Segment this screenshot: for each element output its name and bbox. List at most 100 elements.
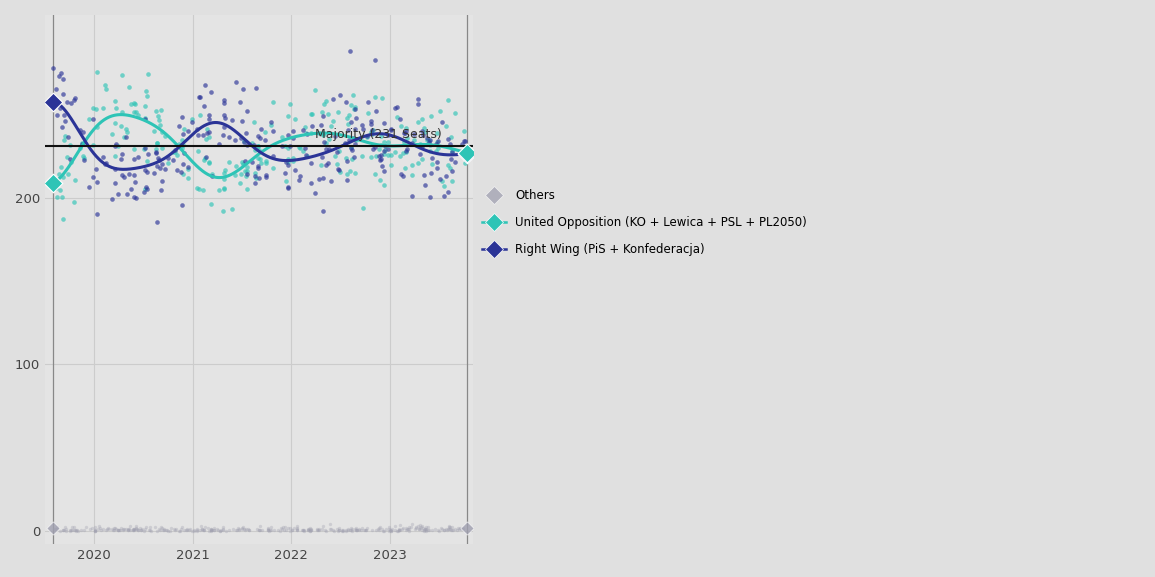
- Point: [338, 157, 357, 166]
- Point: [135, 143, 154, 152]
- Point: [128, 526, 147, 535]
- Point: [65, 523, 83, 532]
- Point: [136, 524, 155, 534]
- Point: [386, 103, 404, 113]
- Point: [191, 526, 209, 535]
- Point: [59, 169, 77, 178]
- Point: [209, 140, 228, 149]
- Point: [70, 143, 89, 152]
- Point: [193, 524, 211, 534]
- Point: [283, 156, 301, 166]
- Point: [315, 137, 334, 147]
- Point: [346, 526, 365, 535]
- Point: [256, 127, 275, 136]
- Point: [297, 151, 315, 160]
- Point: [147, 148, 165, 157]
- Point: [73, 138, 91, 148]
- Point: [150, 525, 169, 534]
- Point: [148, 161, 166, 170]
- Point: [182, 526, 201, 535]
- Point: [352, 523, 371, 533]
- Point: [323, 95, 342, 104]
- Point: [96, 159, 114, 168]
- Point: [318, 160, 336, 170]
- Point: [239, 524, 258, 534]
- Point: [137, 522, 156, 531]
- Point: [371, 175, 389, 185]
- Point: [53, 122, 72, 131]
- Point: [382, 526, 401, 535]
- Point: [237, 166, 255, 175]
- Point: [273, 141, 291, 150]
- Point: [105, 118, 124, 128]
- Point: [382, 160, 401, 170]
- Point: [362, 117, 380, 126]
- Point: [316, 144, 335, 153]
- Point: [343, 524, 362, 534]
- Point: [297, 129, 315, 138]
- Point: [343, 145, 362, 154]
- Point: [152, 186, 171, 195]
- Point: [215, 185, 233, 194]
- Point: [125, 154, 143, 163]
- Point: [398, 133, 417, 143]
- Point: [397, 127, 416, 136]
- Point: [201, 525, 219, 534]
- Point: [348, 525, 366, 534]
- Point: [338, 169, 357, 178]
- Point: [161, 526, 179, 535]
- Point: [44, 524, 62, 533]
- Point: [363, 125, 381, 134]
- Point: [114, 173, 133, 182]
- Point: [457, 149, 476, 158]
- Point: [442, 148, 461, 157]
- Point: [427, 147, 446, 156]
- Point: [155, 524, 173, 534]
- Point: [216, 113, 234, 122]
- Point: [96, 80, 114, 89]
- Point: [342, 142, 360, 151]
- Point: [363, 130, 381, 139]
- Point: [224, 524, 243, 533]
- Point: [269, 525, 288, 534]
- Point: [159, 154, 178, 163]
- Point: [352, 525, 371, 534]
- Point: [343, 154, 362, 163]
- Point: [427, 163, 446, 172]
- Point: [192, 521, 210, 530]
- Point: [256, 135, 275, 144]
- Point: [103, 195, 121, 204]
- Point: [413, 141, 432, 151]
- Point: [276, 157, 295, 166]
- Point: [57, 117, 75, 126]
- Point: [215, 110, 233, 119]
- Point: [259, 524, 277, 534]
- Point: [182, 117, 201, 126]
- Point: [89, 524, 107, 533]
- Point: [178, 525, 196, 534]
- Point: [344, 133, 363, 143]
- Point: [420, 147, 439, 156]
- Point: [179, 162, 198, 171]
- Point: [90, 522, 109, 531]
- Point: [173, 143, 192, 152]
- Point: [198, 153, 216, 162]
- Point: [341, 526, 359, 535]
- Point: [225, 135, 244, 144]
- Point: [57, 524, 75, 534]
- Point: [154, 159, 172, 168]
- Point: [380, 524, 398, 533]
- Point: [381, 151, 400, 160]
- Point: [119, 526, 137, 535]
- Point: [125, 170, 143, 179]
- Point: [417, 526, 435, 535]
- Point: [367, 107, 386, 116]
- Point: [54, 136, 73, 145]
- Point: [47, 183, 66, 193]
- Point: [58, 98, 76, 107]
- Point: [148, 138, 166, 147]
- Point: [164, 524, 182, 533]
- Point: [308, 526, 327, 535]
- Point: [386, 147, 404, 156]
- Point: [377, 145, 395, 155]
